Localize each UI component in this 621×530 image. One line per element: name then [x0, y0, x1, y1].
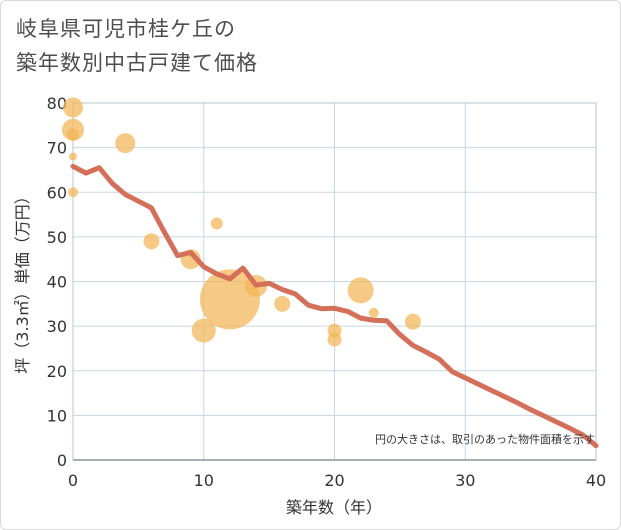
x-axis-title: 築年数（年）	[286, 498, 382, 517]
tick-labels: 0 10 20 30 40 0 10 20 30 40 50 60 70 80	[47, 94, 607, 490]
chart-title: 岐阜県可児市桂ケ丘の 築年数別中古戸建て価格	[16, 12, 258, 80]
x-tick-label: 10	[194, 471, 214, 490]
chart-title-line1: 岐阜県可児市桂ケ丘の	[16, 17, 236, 41]
line-series	[70, 163, 599, 449]
bubble-point	[347, 277, 374, 304]
y-tick-label: 70	[47, 139, 67, 158]
plot-area-border	[72, 102, 597, 461]
bubble-point	[404, 313, 421, 330]
bubble-point	[327, 332, 342, 347]
y-tick-label: 30	[47, 317, 67, 336]
bubble-point	[69, 152, 77, 161]
bubble-series	[62, 97, 421, 347]
y-tick-label: 0	[57, 451, 67, 470]
bubble-point	[199, 269, 260, 330]
bubble-size-note: 円の大きさは、取引のあった物件面積を示す	[375, 432, 595, 446]
bubble-point	[68, 187, 78, 198]
bubble-point	[368, 307, 379, 318]
x-tick-label: 0	[68, 471, 78, 490]
y-axis-title: 坪（3.3㎡）単価（万円）	[13, 188, 32, 373]
chart-title-line2: 築年数別中古戸建て価格	[16, 51, 258, 75]
y-tick-label: 80	[47, 94, 67, 113]
y-tick-label: 50	[47, 228, 67, 247]
y-tick-label: 20	[47, 362, 67, 381]
x-tick-label: 20	[324, 471, 344, 490]
grid-lines	[73, 103, 596, 461]
y-tick-label: 40	[47, 273, 67, 292]
bubble-point	[115, 133, 136, 154]
bubble-point	[63, 97, 83, 118]
y-tick-label: 10	[47, 406, 67, 425]
bubble-point	[143, 233, 160, 250]
bubble-point	[191, 318, 216, 343]
x-tick-label: 30	[455, 471, 475, 490]
y-tick-label: 60	[47, 183, 67, 202]
average-price-line	[70, 163, 599, 449]
bubble-point	[274, 295, 291, 312]
bubble-point	[67, 128, 79, 141]
x-tick-label: 40	[586, 471, 606, 490]
bubble-point	[210, 217, 223, 230]
